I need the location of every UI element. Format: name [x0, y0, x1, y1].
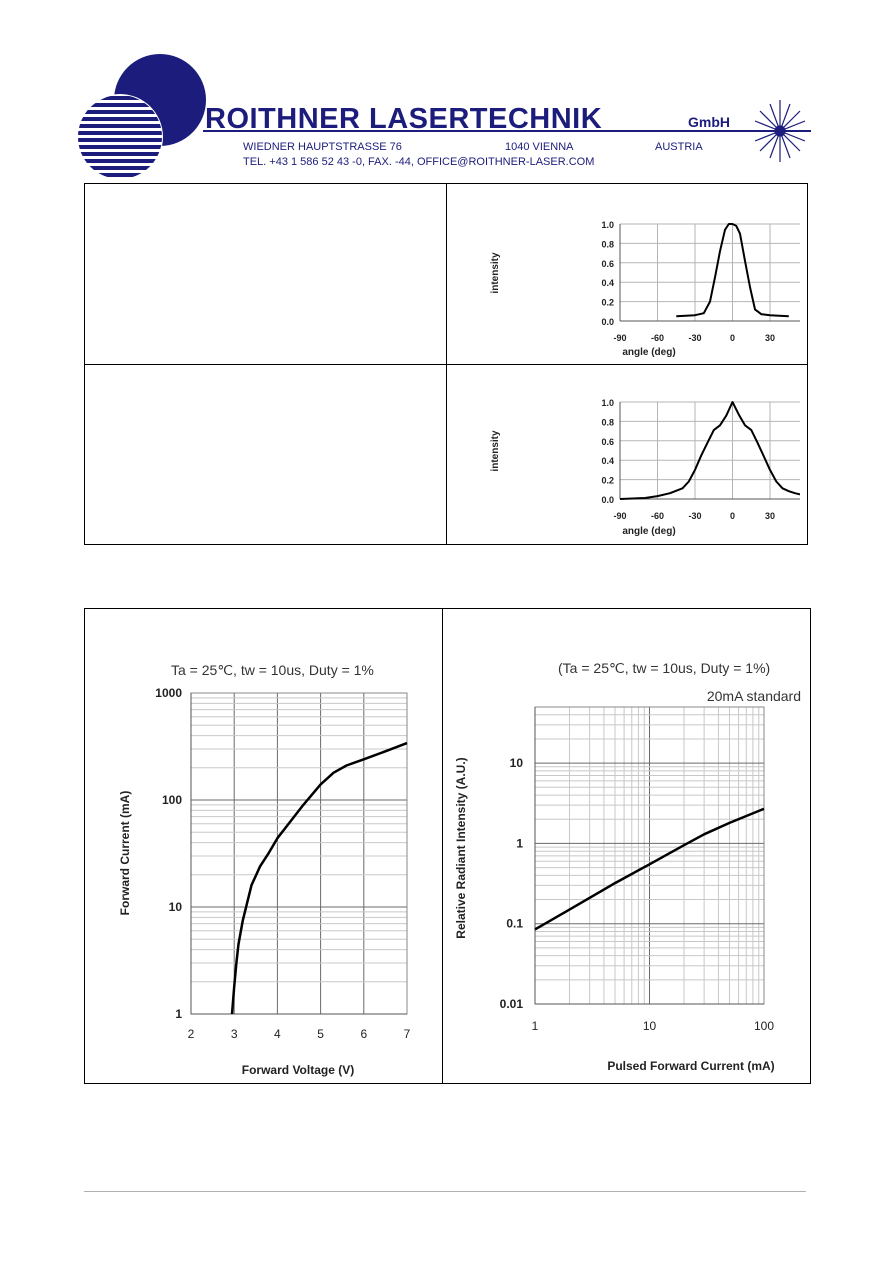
address-country: AUSTRIA	[655, 141, 703, 153]
table-divider-vertical	[442, 609, 443, 1083]
y-tick-label: 10	[169, 900, 183, 914]
y-tick-label: 0.0	[601, 317, 614, 327]
series-line	[619, 401, 800, 500]
chart-3-y-label: Forward Current (mA)	[118, 791, 132, 916]
letterhead: ROITHNER LASERTECHNIK GmbH WIEDNER HAUPT…	[0, 0, 892, 185]
footer-rule	[84, 1191, 806, 1192]
star-burst-icon	[752, 100, 808, 162]
y-tick-label: 1	[175, 1007, 182, 1021]
y-tick-label: 100	[162, 793, 182, 807]
y-tick-label: 10	[510, 756, 524, 770]
x-tick-label: 30	[765, 511, 775, 521]
x-tick-label: -60	[651, 511, 664, 521]
x-tick-label: -30	[688, 511, 701, 521]
company-name: ROITHNER LASERTECHNIK	[205, 103, 602, 135]
x-tick-label: 5	[317, 1027, 324, 1041]
radiation-pattern-chart-2: angle (deg) intensity -90-60-3003060900.…	[490, 398, 800, 537]
y-tick-label: 0.01	[500, 997, 524, 1011]
x-tick-label: 4	[274, 1027, 281, 1041]
plot-frame	[190, 692, 408, 1015]
radiation-pattern-table: angle (deg) intensity -90-60-3003060900.…	[84, 183, 808, 545]
x-tick-label: 0	[730, 511, 735, 521]
chart-4-plot: 1 10 100 0.01 0.1 1 10	[500, 706, 774, 1033]
chart-2-x-label: angle (deg)	[622, 526, 675, 537]
y-tick-label: 1.0	[601, 220, 614, 230]
company-suffix: GmbH	[688, 114, 730, 130]
chart-4-title: (Ta = 25℃, tw = 10us, Duty = 1%)	[558, 660, 770, 676]
x-tick-label: 6	[360, 1027, 367, 1041]
x-tick-label: 100	[754, 1019, 774, 1033]
y-tick-label: 1000	[155, 686, 182, 700]
chart-2-plot: -90-60-3003060900.00.20.40.60.81.0	[601, 398, 800, 521]
y-tick-label: 0.4	[601, 456, 614, 466]
radiation-pattern-chart-1: angle (deg) intensity -90-60-3003060900.…	[490, 220, 800, 358]
x-tick-label: 30	[765, 333, 775, 343]
address-city: 1040 VIENNA	[505, 141, 574, 153]
series-line	[534, 807, 765, 931]
y-tick-label: 0.6	[601, 437, 614, 447]
y-tick-label: 0.4	[601, 278, 614, 288]
x-tick-label: 2	[188, 1027, 195, 1041]
chart-1-y-label: intensity	[490, 252, 501, 294]
x-tick-label: 7	[404, 1027, 411, 1041]
company-logo: ROITHNER LASERTECHNIK GmbH WIEDNER HAUPT…	[77, 54, 811, 180]
y-tick-label: 0.1	[506, 917, 523, 931]
x-tick-label: 0	[730, 333, 735, 343]
series-line	[230, 741, 408, 1015]
x-tick-label: 10	[643, 1019, 657, 1033]
table-divider-horizontal	[85, 364, 807, 365]
chart-1-x-label: angle (deg)	[622, 347, 675, 358]
logo-striped-circle	[78, 96, 162, 177]
chart-3-title: Ta = 25℃, tw = 10us, Duty = 1%	[171, 662, 374, 678]
y-tick-label: 0.2	[601, 476, 614, 486]
chart-4-y-label: Relative Radiant Intensity (A.U.)	[454, 757, 468, 938]
x-tick-label: -30	[688, 333, 701, 343]
relative-intensity-chart: (Ta = 25℃, tw = 10us, Duty = 1%) 20mA st…	[454, 660, 801, 1073]
chart-3-plot: 2 3 4 5 6 7 1 10 100 1000	[155, 686, 410, 1041]
forward-current-chart: Ta = 25℃, tw = 10us, Duty = 1% Forward V…	[118, 662, 411, 1077]
x-tick-label: 3	[231, 1027, 238, 1041]
y-tick-label: 0.6	[601, 259, 614, 269]
series-line	[676, 223, 789, 318]
characteristics-table: Ta = 25℃, tw = 10us, Duty = 1% Forward V…	[84, 608, 811, 1084]
contact-line: TEL. +43 1 586 52 43 -0, FAX. -44, OFFIC…	[243, 156, 594, 168]
chart-3-x-label: Forward Voltage (V)	[242, 1063, 354, 1077]
x-tick-label: -90	[613, 511, 626, 521]
x-tick-label: -60	[651, 333, 664, 343]
header-rule	[203, 130, 811, 132]
chart-1-plot: -90-60-3003060900.00.20.40.60.81.0	[601, 220, 800, 343]
address-street: WIEDNER HAUPTSTRASSE 76	[243, 141, 402, 153]
chart-2-y-label: intensity	[490, 430, 501, 472]
chart-4-x-label: Pulsed Forward Current (mA)	[607, 1059, 774, 1073]
y-tick-label: 1.0	[601, 398, 614, 408]
y-tick-label: 0.2	[601, 298, 614, 308]
x-tick-label: -90	[613, 333, 626, 343]
chart-4-annotation: 20mA standard	[707, 688, 801, 704]
logo-circle-mask	[77, 94, 163, 180]
y-tick-label: 1	[516, 836, 523, 850]
y-tick-label: 0.8	[601, 239, 614, 249]
y-tick-label: 0.0	[601, 495, 614, 505]
y-tick-label: 0.8	[601, 417, 614, 427]
x-tick-label: 1	[532, 1019, 539, 1033]
